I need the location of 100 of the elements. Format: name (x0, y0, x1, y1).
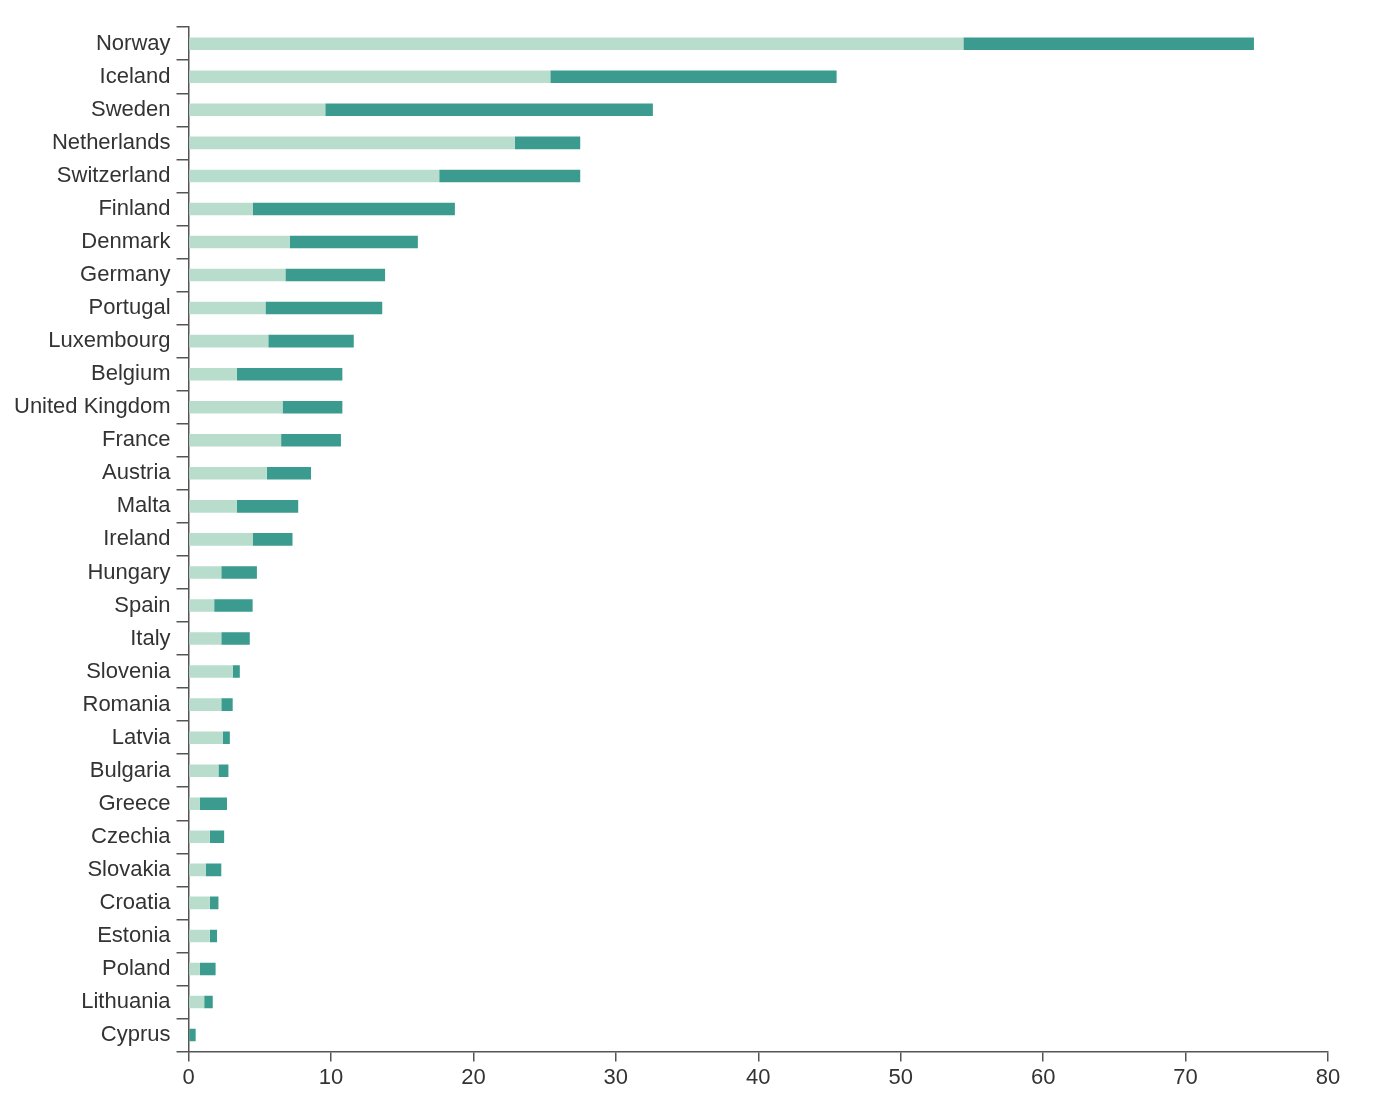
y-tick-label: Netherlands (51, 128, 171, 154)
bar (221, 566, 257, 579)
y-tick-label: Lithuania (81, 988, 172, 1014)
bar (268, 334, 354, 348)
x-tick-label: 30 (603, 1063, 629, 1089)
bar (189, 367, 237, 381)
bar (209, 896, 219, 910)
bar (189, 103, 326, 117)
bar (514, 136, 581, 150)
bar (189, 235, 290, 249)
bar (281, 433, 341, 447)
y-tick-label: Spain (114, 591, 171, 617)
y-tick-label: Czechia (91, 822, 172, 848)
x-tick-label: 70 (1173, 1063, 1198, 1089)
y-tick-label: Norway (95, 29, 171, 55)
bar (189, 400, 283, 414)
bar (189, 764, 219, 777)
y-tick-label: Latvia (111, 723, 172, 749)
y-tick-label: Poland (102, 955, 171, 981)
y-tick-label: Sweden (91, 95, 171, 121)
bar (189, 929, 210, 943)
bar (189, 136, 515, 150)
bar (189, 863, 206, 877)
bar (963, 37, 1254, 50)
y-tick-label: Denmark (81, 228, 172, 254)
y-tick-label: Iceland (99, 62, 171, 88)
bar (189, 268, 286, 282)
y-tick-label: Bulgaria (89, 756, 172, 782)
bar (236, 367, 343, 381)
bar (189, 500, 237, 513)
bar (189, 731, 223, 744)
bar (265, 301, 383, 315)
x-tick-label: 80 (1315, 1063, 1341, 1089)
bar (189, 37, 964, 50)
y-tick-label: Slovakia (87, 855, 172, 881)
y-tick-label: Portugal (88, 294, 171, 320)
bar (189, 830, 210, 844)
bar (199, 962, 216, 976)
bar (439, 169, 581, 183)
y-tick-label: Switzerland (56, 161, 171, 187)
bar (266, 467, 312, 480)
x-tick-label: 20 (461, 1063, 486, 1089)
y-tick-label: Austria (102, 459, 172, 485)
y-tick-label: Finland (98, 195, 171, 221)
bar (189, 995, 205, 1009)
bar (252, 202, 455, 216)
y-tick-label: Greece (98, 789, 171, 815)
bar (189, 797, 200, 811)
y-tick-label: Germany (80, 261, 171, 287)
y-tick-label: Romania (82, 690, 172, 716)
x-tick-label: 40 (746, 1063, 771, 1089)
y-tick-label: Hungary (87, 558, 171, 584)
bar (189, 169, 440, 183)
bar (189, 433, 282, 447)
x-tick-label: 10 (318, 1063, 344, 1089)
bar (209, 929, 218, 943)
bar (204, 995, 213, 1009)
bar (189, 566, 222, 579)
y-tick-label: Belgium (91, 360, 171, 386)
bar (550, 70, 837, 84)
bar (218, 764, 229, 777)
bar (285, 268, 386, 282)
bar (189, 698, 222, 711)
bar (189, 301, 266, 315)
x-tick-label: 0 (182, 1063, 195, 1089)
x-tick-label: 60 (1030, 1063, 1056, 1089)
y-tick-label: France (102, 426, 171, 452)
y-tick-label: Italy (130, 624, 171, 650)
bar (209, 830, 225, 844)
bar (189, 665, 233, 678)
bar (189, 632, 222, 645)
bar (289, 235, 418, 249)
y-tick-label: Estonia (97, 922, 172, 947)
bar (189, 202, 253, 216)
y-tick-label: Croatia (99, 888, 172, 914)
bar (189, 467, 267, 480)
bar (189, 533, 253, 546)
bar (189, 70, 551, 84)
y-tick-label: United Kingdom (13, 393, 171, 419)
bar (189, 599, 215, 612)
bar (221, 632, 250, 645)
bar (222, 731, 230, 744)
y-tick-label: Malta (116, 492, 172, 518)
y-tick-label: Slovenia (86, 657, 172, 683)
bar (205, 863, 222, 877)
bar (189, 896, 210, 910)
bar (325, 103, 653, 117)
y-tick-label: Luxembourg (48, 327, 171, 353)
y-tick-label: Cyprus (100, 1021, 171, 1047)
bar (189, 334, 269, 348)
bar (232, 665, 240, 678)
bar (189, 1028, 196, 1042)
bar (221, 698, 233, 711)
bar (282, 400, 343, 414)
bar (252, 533, 293, 546)
bar (214, 599, 253, 612)
x-tick-label: 50 (888, 1063, 913, 1089)
y-tick-label: Ireland (103, 525, 171, 551)
bar (189, 962, 200, 976)
bar (199, 797, 227, 811)
